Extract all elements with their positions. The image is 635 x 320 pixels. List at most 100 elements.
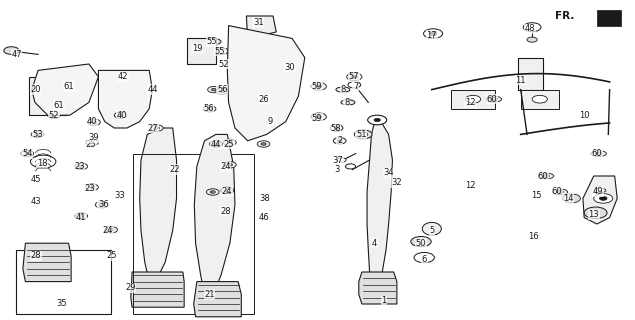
Circle shape bbox=[337, 140, 342, 142]
Circle shape bbox=[90, 186, 95, 188]
Ellipse shape bbox=[204, 38, 221, 45]
Text: 8: 8 bbox=[344, 98, 349, 107]
Text: 28: 28 bbox=[220, 207, 231, 216]
Circle shape bbox=[584, 207, 607, 219]
Text: 52: 52 bbox=[218, 60, 229, 68]
Polygon shape bbox=[246, 16, 276, 38]
Circle shape bbox=[213, 143, 218, 145]
Circle shape bbox=[532, 95, 547, 103]
Text: 41: 41 bbox=[76, 213, 86, 222]
Text: 3: 3 bbox=[334, 165, 339, 174]
Text: 24: 24 bbox=[103, 226, 113, 235]
Circle shape bbox=[62, 83, 75, 90]
Ellipse shape bbox=[422, 222, 441, 235]
Polygon shape bbox=[521, 90, 559, 109]
Ellipse shape bbox=[591, 151, 606, 156]
Text: 29: 29 bbox=[125, 284, 135, 292]
Circle shape bbox=[257, 141, 270, 147]
Text: 33: 33 bbox=[114, 191, 124, 200]
Circle shape bbox=[543, 174, 549, 178]
Circle shape bbox=[345, 164, 356, 169]
Circle shape bbox=[599, 196, 607, 200]
Circle shape bbox=[257, 95, 274, 103]
Circle shape bbox=[227, 164, 232, 166]
Circle shape bbox=[596, 152, 602, 155]
Circle shape bbox=[429, 32, 437, 36]
Circle shape bbox=[105, 227, 117, 233]
Text: 11: 11 bbox=[516, 76, 526, 84]
Text: 4: 4 bbox=[372, 239, 377, 248]
Circle shape bbox=[154, 127, 159, 129]
Circle shape bbox=[221, 187, 234, 194]
Circle shape bbox=[79, 215, 84, 217]
Circle shape bbox=[203, 106, 216, 112]
Circle shape bbox=[118, 114, 123, 116]
Text: 35: 35 bbox=[57, 300, 67, 308]
Circle shape bbox=[311, 113, 326, 121]
Circle shape bbox=[262, 98, 269, 101]
Ellipse shape bbox=[486, 96, 502, 102]
Text: 15: 15 bbox=[531, 191, 542, 200]
Text: 10: 10 bbox=[579, 111, 589, 120]
Text: 17: 17 bbox=[427, 31, 437, 40]
Circle shape bbox=[35, 133, 40, 136]
Polygon shape bbox=[359, 272, 397, 304]
Text: 50: 50 bbox=[416, 239, 426, 248]
Text: 31: 31 bbox=[253, 18, 264, 27]
Text: 26: 26 bbox=[258, 95, 269, 104]
Circle shape bbox=[347, 73, 362, 81]
Circle shape bbox=[86, 139, 98, 146]
Text: 40: 40 bbox=[117, 111, 127, 120]
Text: 28: 28 bbox=[30, 252, 41, 260]
Text: 16: 16 bbox=[528, 232, 538, 241]
Circle shape bbox=[21, 150, 34, 157]
Text: 58: 58 bbox=[330, 124, 340, 132]
Text: 59: 59 bbox=[312, 114, 322, 123]
Circle shape bbox=[86, 184, 98, 190]
Text: 34: 34 bbox=[384, 168, 394, 177]
Text: 55: 55 bbox=[215, 47, 225, 56]
Text: 21: 21 bbox=[204, 290, 215, 299]
Polygon shape bbox=[194, 134, 235, 294]
Text: 36: 36 bbox=[98, 200, 109, 209]
Circle shape bbox=[261, 143, 266, 145]
Circle shape bbox=[316, 85, 322, 88]
Circle shape bbox=[311, 83, 326, 90]
Text: 53: 53 bbox=[33, 130, 43, 139]
Circle shape bbox=[523, 23, 541, 32]
Circle shape bbox=[334, 127, 339, 129]
Circle shape bbox=[48, 112, 60, 118]
Ellipse shape bbox=[594, 188, 606, 193]
Text: 45: 45 bbox=[30, 175, 41, 184]
Polygon shape bbox=[451, 90, 495, 109]
Circle shape bbox=[99, 204, 104, 206]
Circle shape bbox=[25, 152, 30, 155]
Text: 5: 5 bbox=[429, 226, 434, 235]
Text: 56: 56 bbox=[217, 85, 227, 94]
Text: 20: 20 bbox=[30, 85, 41, 94]
Text: 24: 24 bbox=[220, 162, 231, 171]
Circle shape bbox=[337, 158, 346, 162]
Text: 18: 18 bbox=[37, 159, 47, 168]
Circle shape bbox=[216, 88, 229, 94]
Circle shape bbox=[210, 141, 222, 147]
Text: 60: 60 bbox=[487, 95, 497, 104]
Text: 7: 7 bbox=[353, 82, 358, 91]
Text: 30: 30 bbox=[284, 63, 295, 72]
Circle shape bbox=[57, 104, 62, 107]
Text: 42: 42 bbox=[118, 72, 128, 81]
Circle shape bbox=[206, 189, 219, 195]
Circle shape bbox=[88, 119, 100, 125]
Polygon shape bbox=[518, 58, 543, 90]
Text: 14: 14 bbox=[563, 194, 573, 203]
Text: 25: 25 bbox=[224, 140, 234, 148]
Text: FR.: FR. bbox=[555, 11, 575, 21]
Polygon shape bbox=[583, 176, 617, 224]
Text: 32: 32 bbox=[391, 178, 401, 187]
Circle shape bbox=[95, 202, 108, 208]
Polygon shape bbox=[194, 282, 241, 317]
Text: 57: 57 bbox=[349, 72, 359, 81]
Circle shape bbox=[150, 125, 163, 131]
Circle shape bbox=[424, 29, 443, 38]
Circle shape bbox=[224, 139, 236, 146]
